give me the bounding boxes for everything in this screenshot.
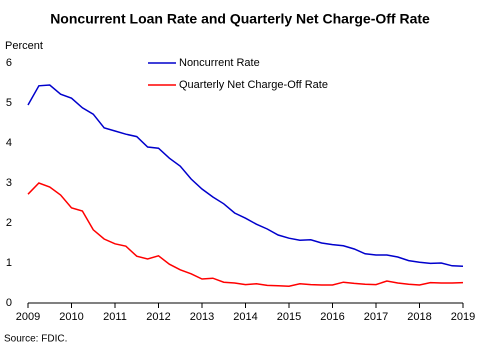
data-line [27, 84, 464, 267]
legend-label: Quarterly Net Charge-Off Rate [179, 79, 328, 91]
y-tick-label: 3 [6, 177, 12, 189]
x-tick-label: 2014 [233, 311, 257, 323]
y-tick-label: 1 [6, 257, 12, 269]
y-axis-label: Percent [5, 40, 43, 52]
x-tick-label: 2016 [320, 311, 344, 323]
x-tick-label: 2015 [277, 311, 301, 323]
y-tick-label: 5 [6, 97, 12, 109]
y-tick-label: 4 [6, 137, 12, 149]
y-tick-label: 6 [6, 57, 12, 69]
source-note: Source: FDIC. [4, 334, 67, 345]
x-tick-label: 2019 [451, 311, 475, 323]
x-tick-label: 2010 [59, 311, 83, 323]
legend-label: Noncurrent Rate [179, 57, 260, 69]
x-tick-label: 2017 [364, 311, 388, 323]
y-tick-label: 0 [6, 297, 12, 309]
chart-title: Noncurrent Loan Rate and Quarterly Net C… [50, 11, 430, 27]
x-tick-label: 2012 [146, 311, 170, 323]
x-tick-label: 2011 [103, 311, 127, 323]
x-tick-label: 2013 [190, 311, 214, 323]
data-line [27, 182, 464, 287]
x-tick-label: 2018 [407, 311, 431, 323]
x-tick-label: 2009 [16, 311, 40, 323]
y-tick-label: 2 [6, 217, 12, 229]
